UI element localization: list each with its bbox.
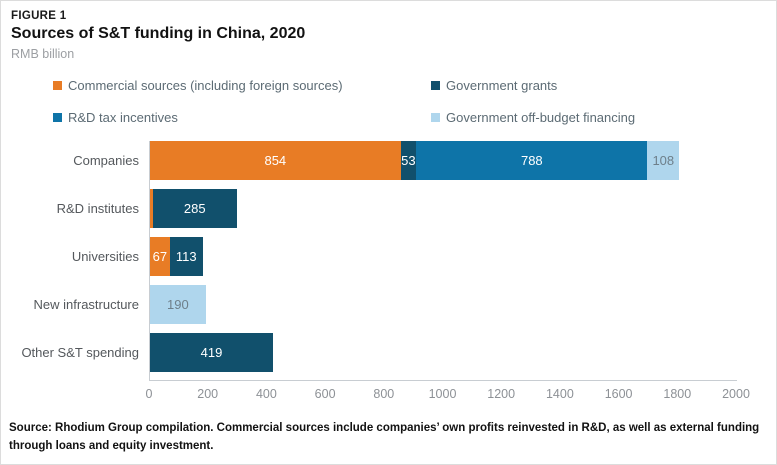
legend-swatch-icon [431,113,440,122]
bar-value-label: 108 [652,153,675,168]
bar-segment-commercial [150,189,153,228]
x-axis-tick-label: 1600 [604,387,633,401]
bar-row: 67 113 [150,237,737,276]
plot-area: 854 53 788 108 285 67 113 190 419 [149,141,737,381]
bar-value-label: 419 [200,345,223,360]
bar-value-label: 190 [167,297,189,312]
source-note: Source: Rhodium Group compilation. Comme… [9,422,760,453]
bar-segment-grants: 419 [150,333,273,372]
legend-label: Commercial sources (including foreign so… [68,78,343,93]
x-axis-tick-label: 600 [314,387,336,401]
bar-value-label: 285 [183,201,206,216]
x-axis: 0 200 400 600 800 1000 1200 1400 1600 1800 2000 [145,387,750,405]
bar-segment-grants: 53 [400,141,417,180]
figure-label: FIGURE 1 [11,10,67,22]
bar-row: 419 [150,333,737,372]
bar-segment-grants: 113 [169,237,203,276]
category-label: New infrastructure [33,297,139,312]
legend-item: Government off-budget financing [431,110,776,125]
x-axis-tick-label: 2000 [722,387,750,401]
legend-item: R&D tax incentives [53,110,431,125]
page-title: Sources of S&T funding in China, 2020 [11,25,306,42]
bar-segment-grants: 285 [152,189,237,228]
category-label: R&D institutes [56,201,139,216]
bar-value-label: 788 [520,153,543,168]
x-axis-tick-label: 1400 [545,387,574,401]
legend-swatch-icon [53,81,62,90]
x-axis-tick-label: 800 [373,387,395,401]
unit-label: RMB billion [11,47,75,61]
category-label: Other S&T spending [21,345,139,360]
x-axis-tick-label: 200 [197,387,219,401]
bar-value-label: 67 [152,249,168,264]
category-label: Universities [71,249,139,264]
legend: Commercial sources (including foreign so… [53,78,776,125]
legend-label: R&D tax incentives [68,110,178,125]
bar-segment-commercial: 854 [150,141,401,180]
bar-segment-tax_incentives: 788 [416,141,648,180]
bar-value-label: 854 [264,153,287,168]
legend-item: Commercial sources (including foreign so… [53,78,431,93]
category-label: Companies [73,153,139,168]
legend-swatch-icon [431,81,440,90]
legend-item: Government grants [431,78,776,93]
x-axis-tick-label: 0 [145,387,153,401]
category-labels-column: Companies R&D institutes Universities New i… [1,141,149,381]
bar-row: 854 53 788 108 [150,141,737,180]
x-axis-tick-label: 400 [255,387,277,401]
bar-value-label: 53 [401,153,416,168]
bar-segment-off_budget: 190 [150,285,206,324]
bar-row: 285 [150,189,737,228]
bar-value-label: 113 [175,249,197,264]
chart: Companies R&D institutes Universities New i… [1,141,776,381]
bar-segment-commercial: 67 [150,237,170,276]
bar-row: 190 [150,285,737,324]
x-axis-tick-label: 1800 [663,387,692,401]
x-axis-tick-label: 1000 [428,387,457,401]
legend-label: Government grants [446,78,558,93]
x-axis-tick-label: 1200 [487,387,516,401]
bar-segment-off_budget: 108 [647,141,680,180]
legend-swatch-icon [53,113,62,122]
legend-label: Government off-budget financing [446,110,636,125]
